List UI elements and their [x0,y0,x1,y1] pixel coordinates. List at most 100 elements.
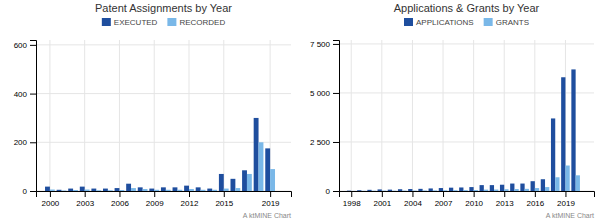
grid-line-x [412,40,413,191]
grid-line-y [339,141,594,142]
bar [429,188,433,191]
bar [224,189,229,191]
y-tick-label: 400 [14,90,28,99]
bar [80,187,85,191]
bar [45,187,50,191]
x-tick: 2000 [42,191,60,208]
bar [115,188,120,191]
x-tick-label: 2004 [404,199,422,208]
grid [339,40,594,191]
grid [36,40,291,191]
legend-label: APPLICATIONS [416,18,474,27]
x-tick-mark [224,191,225,197]
bar [259,142,264,191]
x-tick-mark [382,191,383,197]
bar [219,174,224,191]
grid-line-x [473,40,474,191]
y-tick-label: 2 500 [310,138,331,147]
bar [372,190,376,191]
x-tick: 2019 [557,191,575,208]
bar [510,184,514,191]
bar [103,189,108,191]
y-tick-mark [333,142,339,143]
bar [50,190,55,191]
bar [207,189,212,191]
legend-item: RECORDED [167,18,225,27]
x-tick: 2019 [262,191,280,208]
bar [484,190,488,191]
bar [388,190,392,191]
legend-label: EXECUTED [114,18,158,27]
x-axis-line [37,192,292,198]
bar [541,179,545,191]
x-tick: 2001 [373,191,391,208]
bars [347,69,580,191]
x-tick-mark [535,191,536,197]
bar [235,188,240,191]
bar [402,190,406,191]
bar [254,118,259,191]
x-tick-mark [351,191,352,197]
bar-series [50,142,275,191]
bar [161,187,166,191]
chart-subtitle: A ktMINE Chart [243,212,291,219]
grid-line-x [119,40,120,191]
y-tick-mark [333,93,339,94]
grid-line-x [504,40,505,191]
y-tick: 7 500 [310,40,339,49]
legend-swatch [404,18,413,26]
bar [265,148,270,191]
x-axis-line [340,192,595,198]
x-tick: 1998 [343,191,361,208]
grid-line-x [189,40,190,191]
y-tick: 0 [326,187,339,196]
legend: APPLICATIONS GRANTS [404,18,529,27]
bar [418,189,422,191]
x-tick-label: 2010 [465,199,483,208]
legend-item: EXECUTED [102,18,158,27]
bar [500,185,504,191]
bar [453,190,457,191]
plot-area: 20002003200620092012201520190200400600 [14,40,292,208]
grid-line-x [351,40,352,191]
bar [131,188,136,191]
x-tick: 2012 [181,191,199,208]
bar [126,184,131,191]
x-tick: 2009 [146,191,164,208]
x-tick-mark [50,191,51,197]
bar [96,190,101,191]
bar [196,187,201,191]
bar [525,189,529,191]
bar [230,179,235,191]
bars [45,118,275,191]
bar [459,187,463,191]
bar [73,190,78,191]
y-tick: 0 [23,187,36,196]
chart-panel: 20002003200620092012201520190200400600Pa… [14,2,292,219]
bar-series [347,69,576,191]
legend-item: GRANTS [484,18,529,27]
bar [270,169,275,191]
bar [398,189,402,191]
bar [551,118,555,191]
bar [189,189,194,191]
x-tick-label: 2019 [262,199,280,208]
legend-label: RECORDED [179,18,225,27]
bar [576,175,580,191]
x-axis: 19982001200420072010201320162019 [340,191,595,208]
bar [138,187,143,191]
y-tick-mark [30,142,36,143]
x-tick-label: 2009 [146,199,164,208]
legend-item: APPLICATIONS [404,18,474,27]
grid-line-x [534,40,535,191]
bar [433,190,437,191]
y-tick: 600 [14,41,36,50]
x-tick-mark [189,191,190,197]
plot-area: 1998200120042007201020132016201902 5005 … [310,40,595,208]
x-tick: 2004 [404,191,422,208]
grid-line-x [49,40,50,191]
bar [423,190,427,191]
bar [201,190,206,191]
bar [490,185,494,191]
bar [531,181,535,191]
